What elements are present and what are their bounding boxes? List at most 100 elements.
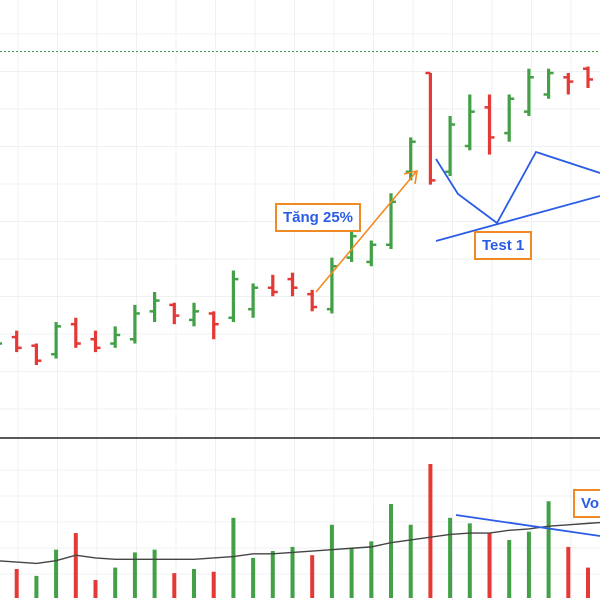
ohlc-bar xyxy=(405,137,416,181)
ohlc-bar-range xyxy=(330,257,334,314)
ohlc-bar-range xyxy=(310,289,314,312)
volume-bar xyxy=(487,533,492,598)
ohlc-bar xyxy=(583,66,593,89)
ohlc-bar xyxy=(326,257,337,314)
ohlc-bar-range xyxy=(586,66,590,89)
ohlc-bar xyxy=(129,304,140,344)
ohlc-bar xyxy=(425,71,436,185)
volume-bar xyxy=(467,523,472,598)
ohlc-bar xyxy=(267,274,278,297)
volume-bar xyxy=(231,517,236,598)
price-bars xyxy=(0,66,593,365)
volume-bar xyxy=(389,504,393,598)
ohlc-bar xyxy=(287,272,298,297)
volume-bars xyxy=(14,463,590,598)
volume-bar xyxy=(54,549,59,598)
ohlc-bar xyxy=(228,270,239,323)
ohlc-bar-range xyxy=(547,68,551,99)
ohlc-bar xyxy=(70,317,81,348)
volume-bar xyxy=(34,575,39,598)
ohlc-bar xyxy=(307,289,318,312)
ohlc-bar-range xyxy=(290,272,295,297)
volume-bar xyxy=(586,567,590,598)
ohlc-bar xyxy=(189,302,199,327)
ohlc-bar-range xyxy=(468,94,472,151)
ohlc-bar-range xyxy=(271,274,275,297)
ohlc-bar xyxy=(149,292,160,323)
ohlc-bar xyxy=(51,322,62,359)
ohlc-bar xyxy=(31,343,42,365)
ohlc-bar-range xyxy=(507,94,511,142)
ohlc-bar-range xyxy=(566,73,570,95)
volume-bar xyxy=(546,501,551,598)
volume-moving-average-line xyxy=(0,521,600,565)
volume-bar xyxy=(152,549,157,598)
ohlc-bar xyxy=(366,240,377,267)
ohlc-bar-range xyxy=(153,292,157,323)
ohlc-bar xyxy=(543,68,554,99)
ohlc-bar xyxy=(504,94,515,142)
ohlc-bar xyxy=(248,283,259,318)
volume-bar xyxy=(211,571,216,598)
ohlc-bar-range xyxy=(74,317,78,348)
volume-bar xyxy=(329,524,334,598)
volume-bar xyxy=(93,580,98,598)
volume-bar xyxy=(113,567,118,598)
volume-bar xyxy=(428,463,433,598)
volume-bar xyxy=(408,524,413,598)
ohlc-bar xyxy=(523,68,534,116)
ohlc-bar-range xyxy=(93,330,98,353)
pattern-zigzag-line xyxy=(435,150,600,225)
rise-arrow-line xyxy=(315,171,417,293)
volume-bar xyxy=(566,546,571,598)
volume-bar xyxy=(172,573,177,598)
ohlc-bar xyxy=(0,342,2,345)
ohlc-bar xyxy=(464,94,475,151)
volume-annotation: Vo xyxy=(573,489,600,518)
volume-bar xyxy=(270,551,275,598)
volume-bar xyxy=(310,555,315,598)
support-trend-line xyxy=(435,195,600,242)
test-annotation: Test 1 xyxy=(474,231,533,260)
volume-bar xyxy=(369,541,374,598)
ohlc-bar-range xyxy=(172,302,176,325)
volume-bar xyxy=(14,568,19,598)
volume-bar xyxy=(290,546,295,598)
trend-lines xyxy=(315,150,600,537)
ohlc-bar-range xyxy=(133,304,137,344)
rise-arrow-head xyxy=(403,169,418,185)
rise-annotation: Tăng 25% xyxy=(275,203,362,232)
ohlc-bar xyxy=(169,302,180,325)
ohlc-bar xyxy=(110,326,121,348)
volume-bar xyxy=(192,568,196,598)
ohlc-bar-range xyxy=(527,68,531,116)
ohlc-bar xyxy=(563,73,574,95)
ohlc-bar-range xyxy=(231,270,235,323)
volume-bar xyxy=(73,533,78,598)
volume-bar xyxy=(448,517,453,598)
ohlc-bar-range xyxy=(428,73,432,185)
ohlc-bar-range xyxy=(448,115,452,177)
ohlc-bar xyxy=(90,330,101,353)
ohlc-bar xyxy=(445,115,456,177)
ohlc-bar-range xyxy=(251,283,255,318)
ohlc-bar-range xyxy=(192,302,196,327)
volume-bar xyxy=(132,552,137,598)
ohlc-bar xyxy=(11,330,22,353)
ohlc-bar-range xyxy=(389,193,393,250)
ohlc-bar-range xyxy=(409,137,413,181)
volume-bar xyxy=(349,548,354,598)
ohlc-bar-range xyxy=(369,240,373,267)
ohlc-bar-range xyxy=(350,227,354,262)
ohlc-bar-range xyxy=(15,330,19,353)
ohlc-bar-range xyxy=(487,94,492,155)
ohlc-bar-range xyxy=(113,326,117,348)
ohlc-bar-range xyxy=(54,322,58,359)
ohlc-bar xyxy=(208,311,219,340)
ohlc-bar xyxy=(346,227,357,262)
ohlc-bar-range xyxy=(34,343,38,365)
ohlc-bar xyxy=(484,94,495,155)
volume-bar xyxy=(251,557,256,598)
